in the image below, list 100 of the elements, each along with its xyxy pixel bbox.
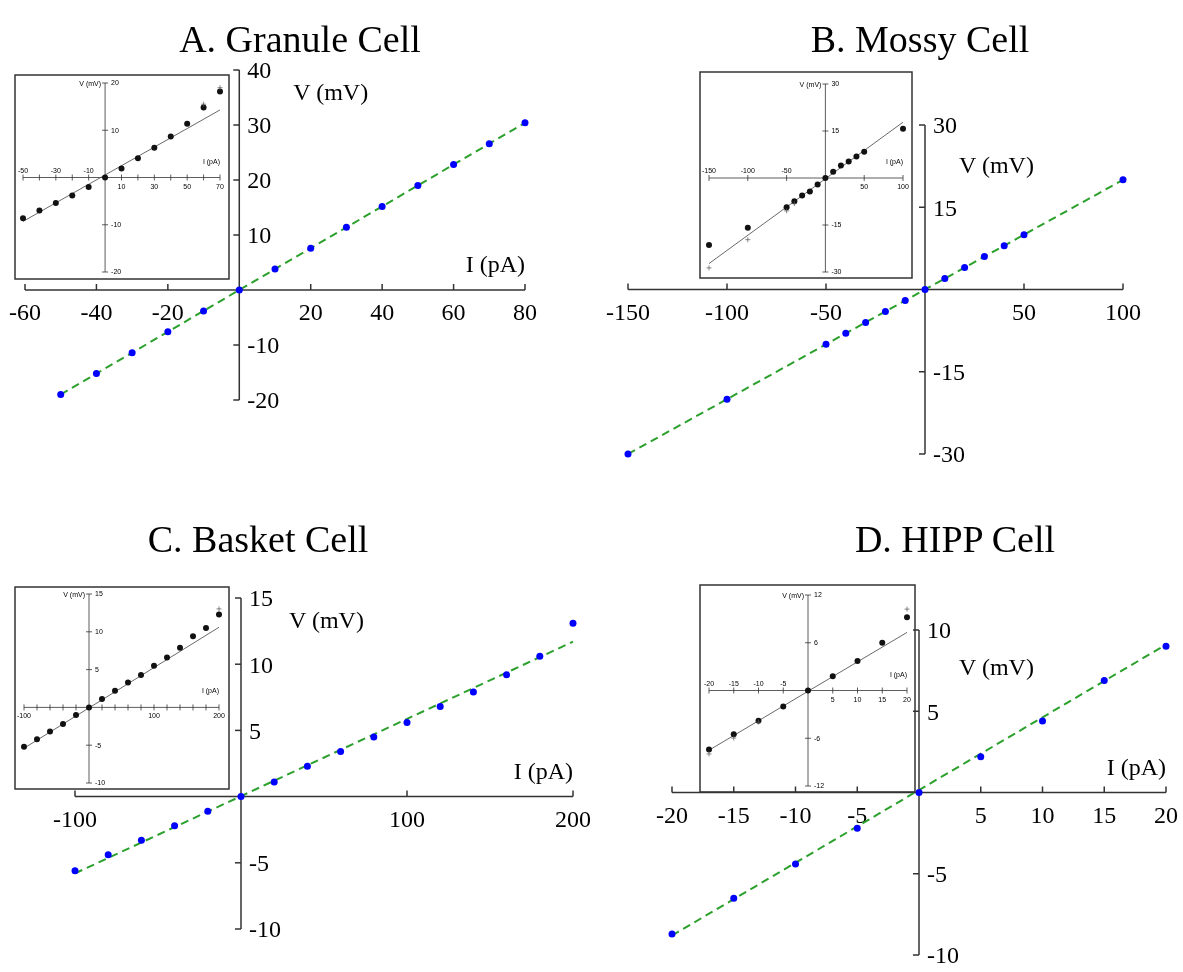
point	[235, 286, 243, 294]
point	[151, 144, 158, 151]
point	[904, 606, 910, 612]
point	[805, 687, 811, 694]
point	[403, 718, 411, 726]
point	[436, 703, 444, 711]
point	[112, 687, 118, 694]
point	[21, 743, 27, 750]
point	[900, 125, 906, 132]
point	[86, 704, 92, 711]
point	[36, 207, 43, 214]
point	[99, 696, 105, 703]
point	[184, 120, 191, 127]
x-axis-title: I (pA)	[513, 757, 573, 784]
x-tick-label: 200	[555, 805, 591, 832]
point	[837, 162, 844, 169]
y-tick-label: -10	[247, 332, 280, 359]
x-tick-label: -40	[80, 299, 113, 325]
point	[783, 204, 790, 211]
point	[92, 370, 100, 378]
point	[52, 200, 59, 207]
x-tick-label: 60	[441, 299, 466, 325]
point	[799, 192, 806, 199]
point	[69, 192, 76, 199]
point	[167, 133, 174, 140]
x-tick-label: 10	[1030, 801, 1055, 828]
point	[137, 836, 145, 844]
point	[904, 614, 910, 621]
point	[378, 202, 386, 210]
point	[164, 328, 172, 336]
x-tick-label: -20	[656, 801, 688, 828]
chart-title: A. Granule Cell	[179, 18, 421, 60]
point	[730, 731, 737, 738]
x-tick-label: 80	[513, 299, 537, 325]
x-tick-label: -60	[9, 299, 41, 325]
point	[1000, 242, 1008, 250]
point	[1039, 717, 1046, 725]
point	[237, 793, 245, 801]
point	[706, 751, 712, 757]
x-tick-label: 20	[298, 299, 323, 325]
point	[216, 606, 222, 612]
point	[881, 307, 889, 315]
point	[822, 340, 830, 348]
x-tick-label: 5	[974, 801, 987, 828]
point	[706, 265, 712, 271]
point	[303, 762, 311, 770]
point	[20, 215, 26, 222]
y-tick-label: -5	[249, 850, 269, 877]
point	[270, 778, 278, 786]
point	[34, 736, 40, 743]
point	[118, 165, 125, 172]
point	[102, 174, 109, 181]
x-tick-label: 40	[370, 299, 395, 325]
point	[941, 275, 949, 283]
chart-title: C. Basket Cell	[147, 518, 369, 560]
point	[915, 789, 923, 796]
y-axis-title: V (mV)	[959, 152, 1034, 178]
point	[203, 625, 209, 632]
point	[85, 183, 92, 190]
point	[128, 349, 136, 357]
point	[829, 673, 836, 680]
point	[190, 633, 196, 640]
x-axis-title: I (pA)	[465, 251, 525, 277]
point	[307, 244, 315, 252]
point	[60, 721, 66, 728]
y-axis-title: V (mV)	[959, 654, 1034, 680]
point	[503, 671, 511, 679]
point	[822, 175, 829, 181]
y-tick-label: 10	[249, 651, 273, 678]
point	[125, 679, 131, 686]
point	[1020, 231, 1028, 239]
point	[845, 158, 852, 165]
point	[71, 867, 79, 875]
point	[723, 395, 731, 403]
point	[151, 662, 157, 669]
y-axis-title: V (mV)	[293, 79, 369, 105]
point	[200, 307, 208, 315]
point	[450, 161, 458, 169]
point	[337, 748, 345, 756]
point	[217, 84, 223, 91]
x-tick-label: -50	[810, 298, 842, 325]
x-tick-label: -20	[151, 299, 184, 325]
x-tick-label: 100	[389, 805, 425, 832]
point	[57, 391, 65, 398]
point	[171, 822, 179, 830]
point	[177, 644, 183, 651]
y-tick-label: 30	[247, 112, 272, 139]
point	[569, 619, 577, 627]
point	[792, 860, 799, 868]
y-tick-label: -5	[927, 861, 947, 888]
point	[842, 329, 850, 337]
point	[744, 236, 751, 243]
point	[668, 930, 676, 938]
point	[414, 182, 422, 189]
point	[370, 733, 378, 741]
point	[521, 119, 529, 127]
x-tick-label: 20	[1154, 801, 1178, 828]
point	[73, 711, 79, 718]
point	[977, 753, 985, 761]
point	[806, 188, 813, 195]
